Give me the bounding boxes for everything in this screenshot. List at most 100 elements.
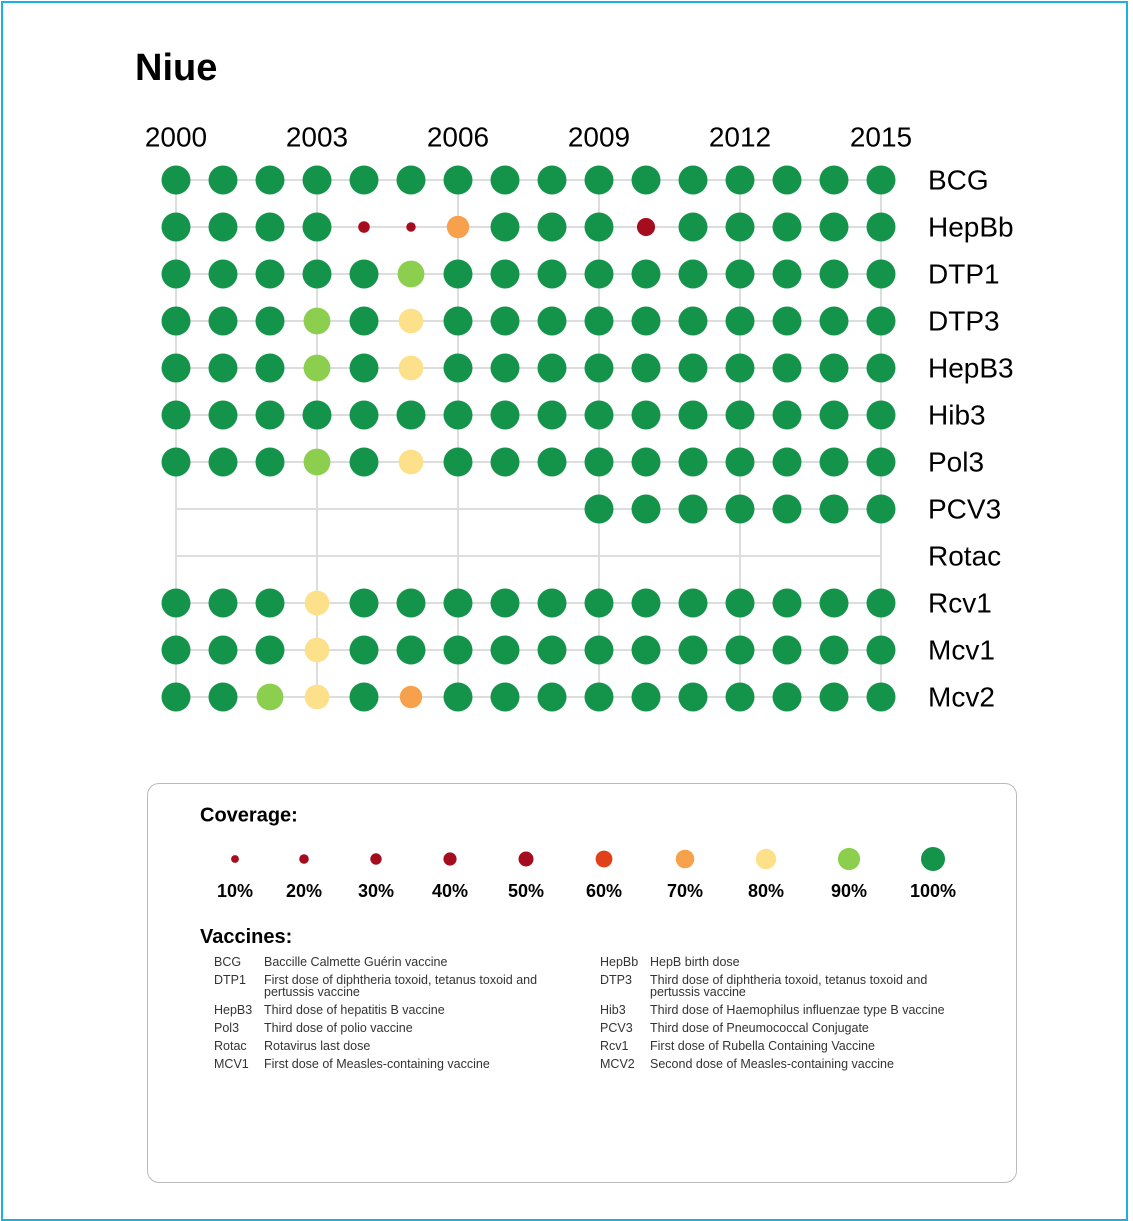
dot — [725, 447, 755, 477]
dot — [819, 682, 849, 712]
dot — [819, 212, 849, 242]
dot — [490, 588, 520, 618]
legend-label: 50% — [508, 881, 544, 901]
vaccine-code: PCV3 — [600, 1021, 633, 1035]
dot — [443, 588, 473, 618]
dot — [866, 447, 896, 477]
dot — [631, 259, 661, 289]
dot — [304, 684, 330, 710]
dot — [584, 400, 614, 430]
dot — [397, 260, 425, 288]
dot — [349, 682, 379, 712]
dot — [490, 259, 520, 289]
dot — [208, 682, 238, 712]
dot — [584, 212, 614, 242]
vaccine-description: Third dose of Haemophilus influenzae typ… — [650, 1003, 945, 1017]
dot — [396, 635, 426, 665]
dot — [819, 353, 849, 383]
dot — [161, 447, 191, 477]
dot — [349, 447, 379, 477]
dot — [161, 682, 191, 712]
dot — [208, 212, 238, 242]
dot — [631, 353, 661, 383]
dot — [819, 400, 849, 430]
dot — [161, 259, 191, 289]
vaccine-code: HepB3 — [214, 1003, 253, 1017]
dot — [819, 635, 849, 665]
dot — [584, 682, 614, 712]
dot — [255, 447, 285, 477]
dot — [631, 494, 661, 524]
dot — [161, 635, 191, 665]
dot — [255, 635, 285, 665]
dot — [349, 165, 379, 195]
chart-title: Niue — [135, 47, 217, 89]
dot — [443, 353, 473, 383]
dot — [772, 400, 802, 430]
dot — [631, 447, 661, 477]
dot — [678, 682, 708, 712]
x-tick-label: 2000 — [145, 121, 207, 152]
dot — [772, 165, 802, 195]
dot — [772, 635, 802, 665]
row-label: BCG — [928, 164, 989, 195]
vaccine-description: Third dose of polio vaccine — [264, 1021, 413, 1035]
dot — [208, 400, 238, 430]
chart: Niue 2000 2003 2006 2009 2012 2015 BCG HepBb DTP… — [135, 47, 1014, 712]
row-label: DTP3 — [928, 305, 1000, 336]
vaccine-description: First dose of Rubella Containing Vaccine — [650, 1039, 875, 1053]
dot — [584, 353, 614, 383]
dot — [161, 400, 191, 430]
dot — [866, 212, 896, 242]
dot — [678, 353, 708, 383]
legend-dot — [231, 855, 239, 863]
legend-label: 70% — [667, 881, 703, 901]
legend-dot — [921, 847, 945, 871]
dot — [678, 212, 708, 242]
dot — [255, 353, 285, 383]
dot — [398, 449, 424, 475]
dot — [302, 165, 332, 195]
dot — [584, 165, 614, 195]
dot — [631, 400, 661, 430]
row-label: Hib3 — [928, 399, 986, 430]
vaccine-description: Third dose of hepatitis B vaccine — [264, 1003, 445, 1017]
dot — [678, 494, 708, 524]
dot — [255, 259, 285, 289]
dot — [358, 221, 370, 233]
legend-title: Coverage: — [200, 804, 298, 826]
vaccine-description: Third dose of Pneumococcal Conjugate — [650, 1021, 869, 1035]
dot — [725, 165, 755, 195]
dot — [772, 259, 802, 289]
row-label: Pol3 — [928, 446, 984, 477]
dot — [584, 259, 614, 289]
dot — [490, 353, 520, 383]
legend-label: 80% — [748, 881, 784, 901]
dot — [349, 588, 379, 618]
dot — [446, 215, 470, 239]
dot — [255, 212, 285, 242]
dot — [631, 682, 661, 712]
dot — [819, 447, 849, 477]
legend-label: 30% — [358, 881, 394, 901]
dot — [490, 212, 520, 242]
dot — [725, 682, 755, 712]
dot — [537, 259, 567, 289]
dot — [772, 353, 802, 383]
dot — [537, 682, 567, 712]
dot — [537, 588, 567, 618]
dot — [819, 165, 849, 195]
dot — [399, 685, 423, 709]
dot — [866, 494, 896, 524]
dot — [304, 590, 330, 616]
dot — [443, 165, 473, 195]
dot — [161, 306, 191, 336]
dot — [490, 165, 520, 195]
vaccine-code: MCV2 — [600, 1057, 635, 1071]
legend-label: 40% — [432, 881, 468, 901]
dot — [866, 682, 896, 712]
dot — [866, 165, 896, 195]
row-label: Mcv1 — [928, 634, 995, 665]
dot — [161, 212, 191, 242]
